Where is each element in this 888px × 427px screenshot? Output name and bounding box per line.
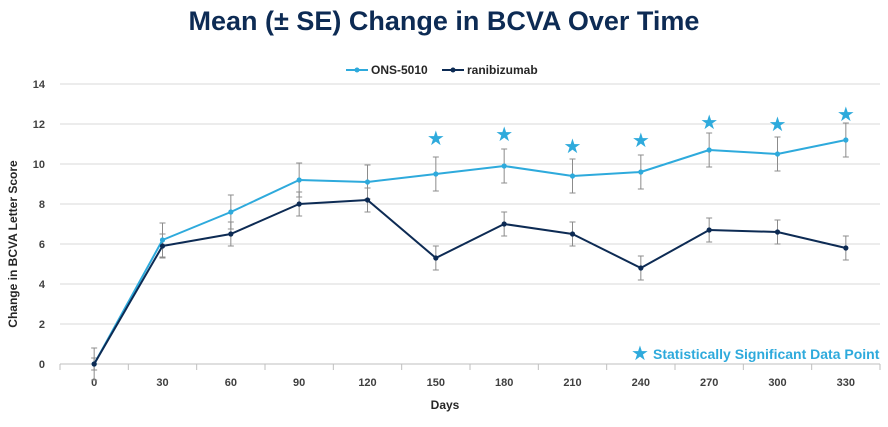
x-tick-label: 330 xyxy=(837,377,855,389)
legend-label-ons-5010: ONS-5010 xyxy=(371,63,428,77)
x-tick-label: 300 xyxy=(768,377,786,389)
star-icon: ★ xyxy=(631,343,649,365)
gridlines xyxy=(60,83,880,325)
significance-stars: ★ ★ ★ ★ ★ ★ ★ xyxy=(427,104,855,158)
data-point-ranibizumab xyxy=(706,227,712,233)
star-icon: ★ xyxy=(837,104,855,126)
x-tick-label: 270 xyxy=(700,377,718,389)
x-tick-label: 150 xyxy=(427,377,445,389)
error-bars xyxy=(91,122,849,381)
data-point-ranibizumab xyxy=(774,229,781,235)
star-icon: ★ xyxy=(632,130,650,152)
data-point-ons-5010 xyxy=(228,209,234,215)
y-tick-label: 0 xyxy=(39,359,45,371)
x-tick-label: 60 xyxy=(225,377,237,389)
data-point-ons-5010 xyxy=(159,237,166,243)
star-icon: ★ xyxy=(564,136,582,158)
data-point-ranibizumab xyxy=(159,243,166,249)
x-axis-title: Days xyxy=(431,398,460,412)
data-point-ranibizumab xyxy=(91,361,97,367)
series-line-ons-5010 xyxy=(93,139,847,365)
data-point-ranibizumab xyxy=(364,197,371,203)
x-tick-label: 180 xyxy=(495,377,513,389)
data-point-ranibizumab xyxy=(433,255,439,261)
series-line-ranibizumab xyxy=(93,199,847,365)
x-tick-label: 30 xyxy=(156,377,168,389)
data-point-ons-5010 xyxy=(774,151,781,157)
y-tick-label: 12 xyxy=(33,119,45,131)
x-tick-label: 90 xyxy=(293,377,305,389)
x-tick-label: 240 xyxy=(632,377,650,389)
legend: ONS-5010 ranibizumab xyxy=(346,63,538,77)
y-axis-title: Change in BCVA Letter Score xyxy=(6,160,20,328)
legend-marker-ons-5010 xyxy=(354,67,360,73)
data-point-ranibizumab xyxy=(569,231,576,237)
data-point-ons-5010 xyxy=(433,171,439,177)
y-tick-label: 4 xyxy=(39,279,46,291)
x-tick-label: 0 xyxy=(91,377,97,389)
legend-item-ranibizumab: ranibizumab xyxy=(442,63,538,77)
star-icon: ★ xyxy=(769,114,787,136)
star-icon: ★ xyxy=(427,128,445,150)
y-tick-label: 14 xyxy=(33,79,46,91)
y-tick-label: 8 xyxy=(39,199,45,211)
star-icon: ★ xyxy=(700,112,718,134)
data-point-ons-5010 xyxy=(569,173,576,179)
legend-marker-ranibizumab xyxy=(450,67,456,73)
significance-label: Statistically Significant Data Point xyxy=(653,346,880,362)
data-point-ons-5010 xyxy=(501,163,507,169)
data-point-ons-5010 xyxy=(843,137,849,143)
legend-label-ranibizumab: ranibizumab xyxy=(467,63,538,77)
y-tick-label: 2 xyxy=(39,319,45,331)
data-point-ons-5010 xyxy=(364,179,371,185)
y-tick-label: 10 xyxy=(33,159,45,171)
chart-title: Mean (± SE) Change in BCVA Over Time xyxy=(188,6,700,36)
data-point-ons-5010 xyxy=(638,169,644,175)
x-tick-label: 120 xyxy=(358,377,376,389)
data-point-ranibizumab xyxy=(501,221,507,227)
legend-item-ons-5010: ONS-5010 xyxy=(346,63,428,77)
y-tick-label: 6 xyxy=(39,239,45,251)
data-point-ons-5010 xyxy=(706,147,712,153)
axes: 0 2 4 6 8 10 12 14 0 30 60 90 120 150 180 210 240 270 300 3… xyxy=(33,79,881,389)
series-lines xyxy=(91,137,849,367)
data-point-ranibizumab xyxy=(638,265,644,271)
significance-annotation: ★ Statistically Significant Data Point xyxy=(631,343,880,365)
data-point-ranibizumab xyxy=(228,231,234,237)
data-point-ons-5010 xyxy=(296,177,302,183)
x-tick-label: 210 xyxy=(563,377,581,389)
star-icon: ★ xyxy=(495,124,513,146)
data-point-ranibizumab xyxy=(843,245,849,251)
data-point-ranibizumab xyxy=(296,201,302,207)
